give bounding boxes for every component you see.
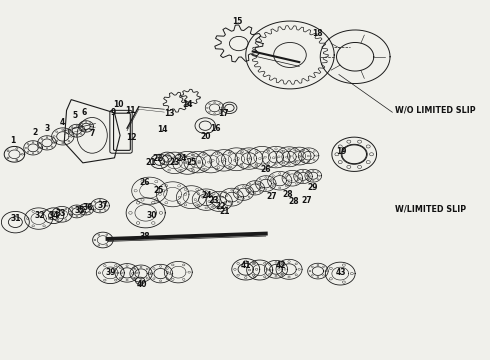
Text: 25: 25 — [186, 158, 196, 167]
Text: 20: 20 — [200, 132, 211, 141]
Text: 11: 11 — [125, 106, 136, 115]
Text: 29: 29 — [307, 183, 318, 192]
Text: 15: 15 — [233, 17, 243, 26]
Text: 22: 22 — [216, 202, 226, 211]
Text: 21: 21 — [220, 207, 230, 216]
Text: 21: 21 — [145, 158, 156, 167]
Text: 31: 31 — [10, 214, 21, 223]
Text: 23: 23 — [208, 196, 219, 205]
Text: 24: 24 — [177, 154, 187, 163]
Text: 6: 6 — [82, 108, 87, 117]
Text: 24: 24 — [201, 190, 212, 199]
Text: 14: 14 — [182, 100, 193, 109]
Text: 22: 22 — [152, 154, 163, 163]
Text: 42: 42 — [275, 261, 286, 270]
Text: 10: 10 — [113, 100, 124, 109]
Text: 26: 26 — [140, 178, 150, 187]
Text: 27: 27 — [266, 192, 277, 201]
Text: 28: 28 — [289, 197, 299, 206]
Text: 39: 39 — [105, 268, 116, 277]
Text: 7: 7 — [90, 129, 95, 138]
Text: 4: 4 — [59, 118, 65, 127]
Text: 30: 30 — [146, 211, 156, 220]
Text: 9: 9 — [110, 108, 116, 117]
Text: 23: 23 — [169, 158, 180, 167]
Text: 3: 3 — [45, 124, 49, 133]
Text: 25: 25 — [153, 185, 164, 194]
Text: W/LIMITED SLIP: W/LIMITED SLIP — [395, 204, 466, 213]
Text: 2: 2 — [32, 129, 38, 138]
Text: 1: 1 — [10, 136, 16, 145]
Text: 33: 33 — [56, 210, 66, 219]
Text: 41: 41 — [241, 261, 251, 270]
Text: 27: 27 — [301, 196, 312, 205]
Text: 18: 18 — [313, 29, 323, 38]
Text: 16: 16 — [210, 124, 221, 133]
Text: 28: 28 — [282, 190, 293, 199]
Text: 43: 43 — [336, 268, 346, 277]
Text: 40: 40 — [137, 280, 147, 289]
Text: 38: 38 — [140, 232, 150, 241]
Text: 26: 26 — [261, 165, 271, 174]
Text: 19: 19 — [336, 147, 346, 156]
Text: 36: 36 — [82, 203, 93, 212]
Text: 35: 35 — [74, 206, 85, 215]
Text: 12: 12 — [126, 132, 137, 141]
Text: 37: 37 — [98, 201, 108, 210]
Text: 14: 14 — [157, 126, 167, 135]
Text: 17: 17 — [219, 109, 229, 118]
Text: W/O LIMITED SLIP: W/O LIMITED SLIP — [395, 106, 475, 115]
Text: 32: 32 — [34, 211, 45, 220]
Text: 34: 34 — [49, 211, 59, 220]
Text: 5: 5 — [73, 111, 77, 120]
Text: 13: 13 — [164, 109, 174, 118]
